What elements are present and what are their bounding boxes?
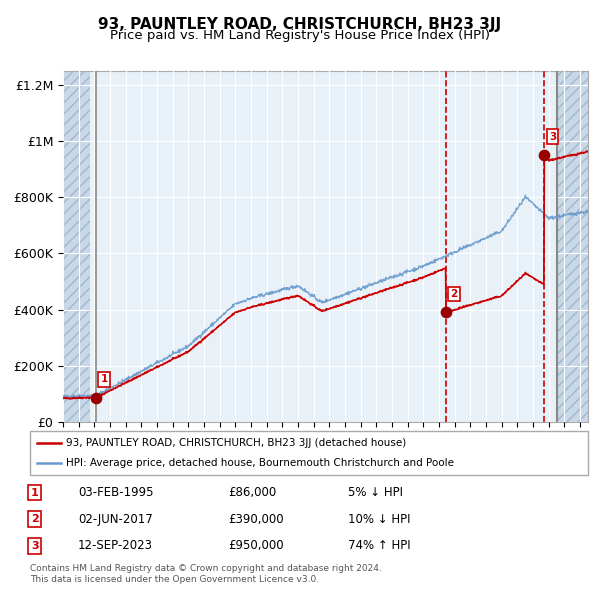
Text: £950,000: £950,000 (228, 539, 284, 552)
Text: This data is licensed under the Open Government Licence v3.0.: This data is licensed under the Open Gov… (30, 575, 319, 584)
Text: 3: 3 (31, 541, 38, 550)
Text: £390,000: £390,000 (228, 513, 284, 526)
Point (539, 150, 549, 160)
Text: 12-SEP-2023: 12-SEP-2023 (78, 539, 153, 552)
Text: 5% ↓ HPI: 5% ↓ HPI (348, 486, 403, 499)
Text: 2: 2 (451, 289, 458, 299)
Text: 10% ↓ HPI: 10% ↓ HPI (348, 513, 410, 526)
Text: HPI: Average price, detached house, Bournemouth Christchurch and Poole: HPI: Average price, detached house, Bour… (66, 458, 454, 467)
Text: 93, PAUNTLEY ROAD, CHRISTCHURCH, BH23 3JJ: 93, PAUNTLEY ROAD, CHRISTCHURCH, BH23 3J… (98, 17, 502, 31)
Text: 1: 1 (31, 488, 38, 497)
Point (441, 307, 451, 317)
Text: 03-FEB-1995: 03-FEB-1995 (78, 486, 154, 499)
Text: Contains HM Land Registry data © Crown copyright and database right 2024.: Contains HM Land Registry data © Crown c… (30, 565, 382, 573)
Text: 3: 3 (549, 132, 556, 142)
Text: 02-JUN-2017: 02-JUN-2017 (78, 513, 153, 526)
Text: 74% ↑ HPI: 74% ↑ HPI (348, 539, 410, 552)
Text: £86,000: £86,000 (228, 486, 276, 499)
FancyBboxPatch shape (30, 431, 588, 475)
Text: Price paid vs. HM Land Registry's House Price Index (HPI): Price paid vs. HM Land Registry's House … (110, 30, 490, 42)
Point (91, 393, 101, 402)
Text: 93, PAUNTLEY ROAD, CHRISTCHURCH, BH23 3JJ (detached house): 93, PAUNTLEY ROAD, CHRISTCHURCH, BH23 3J… (66, 438, 407, 448)
Bar (557, 71, 588, 422)
Text: 1: 1 (100, 374, 108, 384)
Text: 2: 2 (31, 514, 38, 524)
Bar (63, 71, 91, 422)
